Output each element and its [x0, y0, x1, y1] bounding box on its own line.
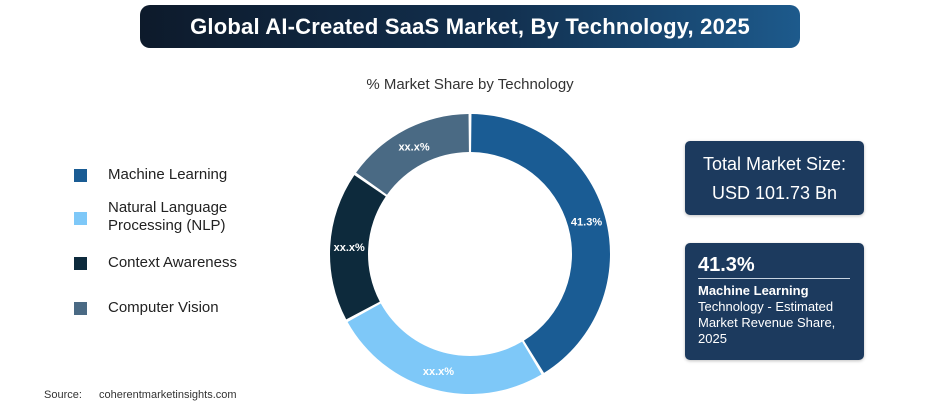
slice-computer-vision: [356, 114, 469, 195]
slice-label-context-awareness: xx.x%: [334, 242, 365, 254]
legend-label: Natural Language Processing (NLP): [108, 199, 228, 234]
legend-label: Machine Learning: [108, 166, 228, 183]
slice-label-computer-vision: xx.x%: [398, 142, 429, 154]
legend-label: Context Awareness: [108, 254, 237, 271]
legend-item-context-awareness: Context Awareness: [74, 254, 278, 272]
source-note: Source: coherentmarketinsights.com: [44, 389, 237, 401]
slice-label-natural-language-processing-nlp: xx.x%: [423, 366, 454, 378]
legend-swatch: [74, 169, 87, 182]
total-market-size-box: Total Market Size: USD 101.73 Bn: [685, 141, 864, 215]
slice-context-awareness: [330, 175, 386, 320]
source-value: coherentmarketinsights.com: [98, 389, 237, 401]
source-label: Source:: [44, 389, 82, 401]
slice-machine-learning: [471, 114, 610, 373]
legend-label: Computer Vision: [108, 299, 219, 316]
legend-swatch: [74, 257, 87, 270]
share-highlight-text: Machine Learning Technology - Estimated …: [698, 283, 858, 347]
total-market-size-label: Total Market Size:: [702, 154, 847, 174]
share-highlight-segment: Machine Learning: [698, 283, 809, 298]
legend-item-computer-vision: Computer Vision: [74, 299, 278, 317]
slice-natural-language-processing-nlp: [347, 303, 542, 394]
legend-item-machine-learning: Machine Learning: [74, 166, 278, 184]
share-highlight-description: Technology - Estimated Market Revenue Sh…: [698, 299, 836, 346]
slice-label-machine-learning: 41.3%: [571, 216, 602, 228]
divider: [698, 278, 850, 279]
chart-title: Global AI-Created SaaS Market, By Techno…: [140, 5, 800, 48]
share-highlight-value: 41.3%: [698, 254, 755, 276]
legend-swatch: [74, 302, 87, 315]
total-market-size-value: USD 101.73 Bn: [711, 183, 838, 203]
legend-item-nlp: Natural Language Processing (NLP): [74, 199, 278, 235]
share-highlight-box: 41.3% Machine Learning Technology - Esti…: [685, 243, 864, 360]
legend-swatch: [74, 212, 87, 225]
chart-subtitle: % Market Share by Technology: [366, 76, 574, 93]
